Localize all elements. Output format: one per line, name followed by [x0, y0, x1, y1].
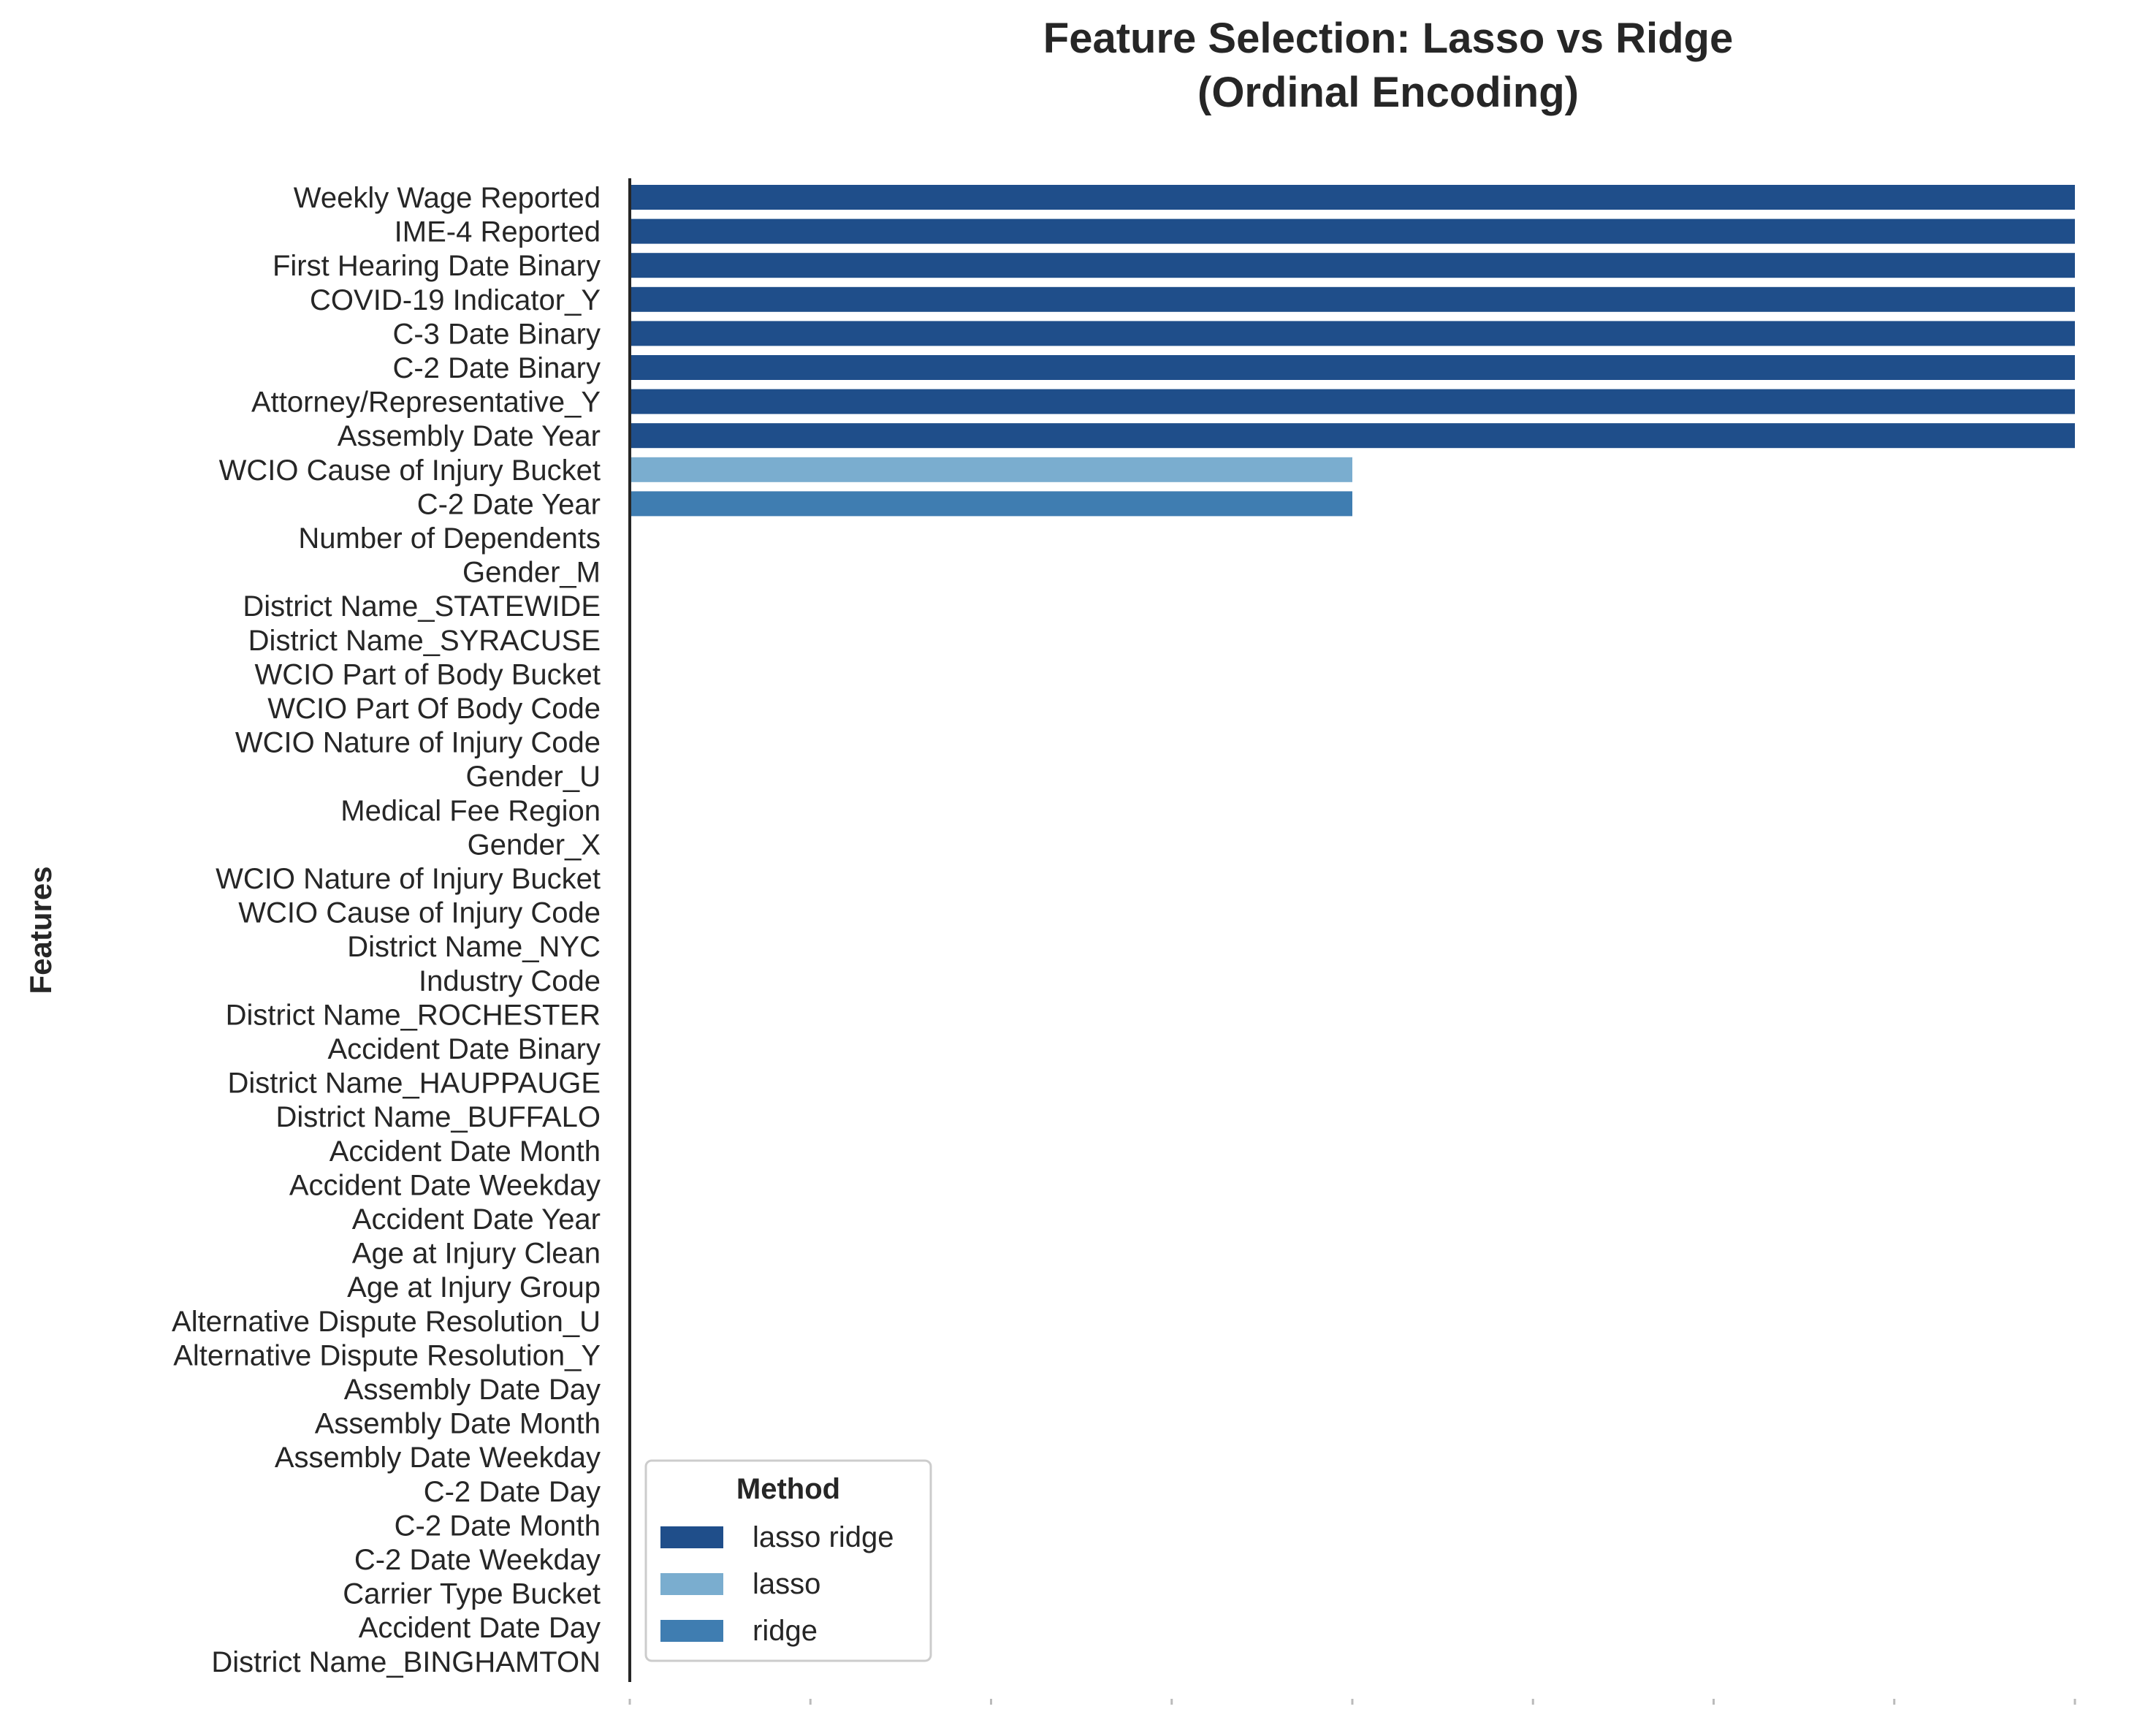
- y-tick-label: C-2 Date Weekday: [354, 1544, 601, 1576]
- y-tick-label: Accident Date Binary: [327, 1033, 601, 1065]
- y-tick-label: Attorney/Representative_Y: [251, 387, 601, 419]
- bar: [630, 389, 2075, 414]
- y-tick-label: Gender_U: [465, 761, 601, 793]
- bar: [630, 457, 1352, 482]
- y-tick-label: Number of Dependents: [298, 522, 601, 555]
- bar: [630, 491, 1352, 517]
- y-tick-label: Age at Injury Group: [347, 1271, 601, 1304]
- y-tick-label: Weekly Wage Reported: [294, 182, 601, 214]
- y-tick-label: District Name_BUFFALO: [275, 1101, 601, 1133]
- bar: [630, 218, 2075, 244]
- legend-frame: [644, 1459, 932, 1662]
- legend-swatch: [660, 1620, 723, 1642]
- y-tick-label: Assembly Date Day: [344, 1374, 601, 1406]
- y-tick-label: WCIO Cause of Injury Bucket: [219, 454, 601, 487]
- y-tick-label: Assembly Date Year: [338, 420, 601, 452]
- y-tick-label: C-2 Date Month: [395, 1510, 601, 1542]
- y-tick-label: WCIO Part Of Body Code: [267, 693, 601, 725]
- y-tick-label: Industry Code: [419, 965, 601, 997]
- y-tick-label: District Name_HAUPPAUGE: [228, 1068, 601, 1100]
- legend: Method lasso ridge lasso ridge: [644, 1459, 932, 1662]
- y-tick-label: C-2 Date Binary: [392, 352, 601, 384]
- x-ticks: [628, 1699, 2076, 1705]
- legend-label: ridge: [753, 1615, 818, 1647]
- y-tick-label: Accident Date Month: [330, 1135, 601, 1168]
- chart-title: Feature Selection: Lasso vs Ridge: [1043, 15, 1733, 62]
- y-tick-label: WCIO Cause of Injury Code: [238, 897, 601, 929]
- y-tick-label: District Name_SYRACUSE: [248, 625, 601, 657]
- y-tick-label: Assembly Date Month: [315, 1408, 601, 1440]
- y-tick-label: IME-4 Reported: [395, 216, 601, 248]
- y-tick-label: Gender_X: [468, 829, 601, 861]
- y-tick-label: Alternative Dispute Resolution_U: [172, 1306, 601, 1338]
- y-tick-label: Accident Date Weekday: [289, 1169, 601, 1201]
- bar: [630, 185, 2075, 210]
- chart-title-line2: (Ordinal Encoding): [1197, 69, 1579, 116]
- y-tick-label: District Name_STATEWIDE: [243, 590, 601, 623]
- y-tick-label: WCIO Nature of Injury Code: [235, 727, 601, 759]
- bar: [630, 355, 2075, 380]
- bars-group: [630, 185, 2075, 517]
- y-tick-label: COVID-19 Indicator_Y: [310, 284, 601, 316]
- y-tick-label: C-2 Date Year: [417, 488, 601, 520]
- y-axis-label: Features: [23, 866, 58, 994]
- y-tick-label: Accident Date Day: [359, 1612, 601, 1644]
- y-tick-label: Age at Injury Clean: [352, 1238, 601, 1270]
- y-tick-label: First Hearing Date Binary: [273, 250, 601, 282]
- y-tick-label: C-2 Date Day: [424, 1476, 601, 1508]
- y-tick-label: Assembly Date Weekday: [275, 1442, 601, 1474]
- bar: [630, 321, 2075, 346]
- legend-label: lasso ridge: [753, 1521, 894, 1553]
- y-tick-label: C-3 Date Binary: [392, 318, 601, 350]
- legend-label: lasso: [753, 1568, 820, 1600]
- y-tick-label: Alternative Dispute Resolution_Y: [173, 1339, 601, 1371]
- y-tick-label: District Name_NYC: [347, 931, 601, 963]
- legend-swatch: [660, 1573, 723, 1595]
- bar: [630, 423, 2075, 449]
- legend-items: lasso ridge lasso ridge: [660, 1521, 894, 1647]
- legend-title: Method: [736, 1473, 840, 1505]
- y-tick-label: WCIO Nature of Injury Bucket: [216, 863, 601, 895]
- bar: [630, 286, 2075, 312]
- y-tick-label: Gender_M: [462, 557, 601, 589]
- y-tick-label: District Name_ROCHESTER: [226, 999, 601, 1031]
- y-tick-label: WCIO Part of Body Bucket: [255, 658, 601, 690]
- y-tick-label: District Name_BINGHAMTON: [211, 1646, 601, 1678]
- legend-swatch: [660, 1526, 723, 1548]
- y-tick-label: Accident Date Year: [352, 1203, 601, 1236]
- y-tick-label: Carrier Type Bucket: [343, 1578, 601, 1610]
- y-tick-label: Medical Fee Region: [340, 795, 601, 827]
- bar: [630, 253, 2075, 278]
